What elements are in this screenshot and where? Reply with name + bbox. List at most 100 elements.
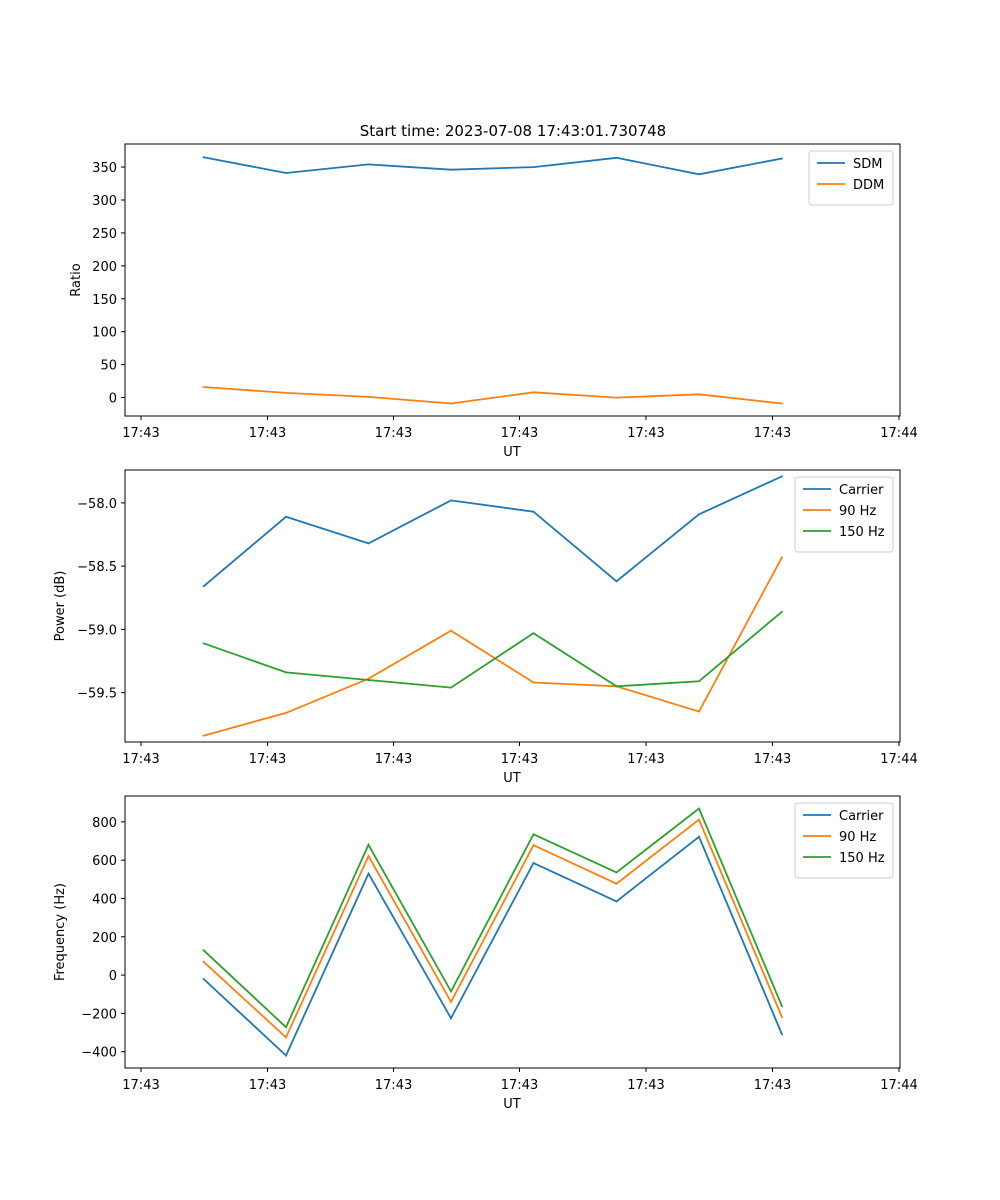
data-point	[285, 671, 287, 674]
x-tick-label: 17:43	[375, 426, 412, 441]
subplots: 17:43 17:43 17:43 17:43 17:43 17:43 17:44 0 50 10…	[53, 143, 918, 1112]
y-tick-label: −400	[81, 1046, 117, 1061]
y-tick-label: −59.0	[77, 623, 117, 638]
axes-frame	[124, 143, 901, 417]
data-point	[202, 585, 205, 588]
x-tick-label: 17:43	[249, 1078, 286, 1093]
data-point	[285, 1036, 287, 1039]
data-point	[367, 855, 370, 857]
x-axis-label: UT	[503, 445, 521, 460]
data-point	[698, 513, 700, 516]
x-tick-label: 17:44	[880, 426, 917, 441]
data-point	[450, 990, 452, 993]
data-point	[698, 835, 700, 838]
subplot-3: 17:43 17:43 17:43 17:43 17:43 17:43 17:44 −400 −…	[53, 795, 918, 1112]
y-tick-label: 250	[92, 227, 117, 242]
legend-label: 90 Hz	[839, 504, 876, 519]
y-axis-label: Frequency (Hz)	[53, 883, 68, 981]
x-tick-label: 17:44	[880, 752, 917, 767]
data-point	[698, 807, 700, 810]
x-tick-label: 17:43	[754, 426, 791, 441]
data-point	[202, 949, 205, 952]
y-tick-label: −200	[81, 1007, 117, 1022]
axes-frame	[124, 795, 901, 1069]
series-line	[203, 386, 783, 405]
series-sdm	[202, 156, 783, 176]
data-point	[285, 1026, 287, 1029]
series-carrier	[202, 835, 783, 1058]
series-line	[203, 556, 783, 737]
x-tick-label: 17:43	[249, 752, 286, 767]
y-tick-label: 200	[92, 931, 117, 946]
x-tick-label: 17:43	[627, 1078, 664, 1093]
legend-label: Carrier	[839, 483, 884, 498]
data-point	[285, 1054, 287, 1057]
x-tick-label: 17:44	[880, 1078, 917, 1093]
legend-label: 150 Hz	[839, 851, 885, 866]
series-line	[202, 835, 783, 1058]
data-point	[615, 871, 618, 874]
x-tick-label: 17:43	[501, 752, 538, 767]
subplot-2: 17:43 17:43 17:43 17:43 17:43 17:43 17:44 −59.5…	[53, 469, 918, 786]
y-tick-label: 400	[92, 892, 117, 907]
data-point	[285, 515, 287, 518]
series-90-hz	[202, 818, 783, 1039]
data-point	[202, 978, 205, 980]
data-point	[698, 173, 700, 176]
y-axis-label: Power (dB)	[53, 571, 68, 642]
series-line	[202, 475, 783, 588]
y-tick-label: 350	[92, 161, 117, 176]
data-point	[615, 882, 618, 885]
data-point	[698, 393, 700, 396]
data-point	[781, 157, 783, 160]
legend-label: DDM	[853, 178, 884, 193]
series-line	[202, 818, 783, 1039]
data-point	[202, 960, 205, 963]
data-point	[532, 862, 535, 864]
x-tick-label: 17:43	[627, 752, 664, 767]
data-point	[285, 712, 287, 714]
legend-label: 150 Hz	[839, 525, 885, 540]
data-point	[285, 392, 287, 394]
series-90-hz	[202, 556, 783, 737]
data-point	[615, 685, 618, 688]
data-point	[615, 156, 618, 159]
data-point	[781, 475, 783, 478]
series-line	[202, 807, 783, 1029]
y-tick-label: 600	[92, 854, 117, 869]
legend-box	[794, 476, 894, 553]
data-point	[202, 642, 205, 645]
data-point	[781, 1016, 783, 1019]
legend: SDM DDM	[808, 150, 894, 206]
data-point	[532, 391, 535, 394]
x-tick-label: 17:43	[122, 426, 159, 441]
legend: Carrier 90 Hz 150 Hz	[794, 802, 894, 879]
x-axis-label: UT	[503, 1097, 521, 1112]
data-point	[615, 396, 618, 399]
data-point	[450, 168, 452, 171]
data-point	[367, 542, 370, 545]
data-point	[532, 632, 535, 635]
data-point	[367, 843, 370, 846]
data-point	[202, 734, 205, 737]
data-point	[615, 580, 618, 583]
data-point	[367, 396, 370, 398]
x-tick-label: 17:43	[375, 752, 412, 767]
y-tick-label: −58.5	[77, 560, 117, 575]
data-point	[202, 386, 205, 388]
series-150-hz	[202, 610, 783, 689]
x-tick-label: 17:43	[754, 752, 791, 767]
data-point	[202, 156, 205, 159]
y-tick-label: 50	[100, 359, 117, 374]
data-point	[450, 499, 452, 502]
series-line	[203, 611, 783, 689]
data-point	[367, 679, 370, 681]
y-tick-label: −58.0	[77, 497, 117, 512]
y-tick-label: 800	[92, 816, 117, 831]
data-point	[781, 556, 783, 559]
data-point	[781, 402, 783, 405]
data-point	[781, 1033, 783, 1036]
axes-frame	[124, 469, 901, 743]
data-point	[532, 833, 535, 836]
